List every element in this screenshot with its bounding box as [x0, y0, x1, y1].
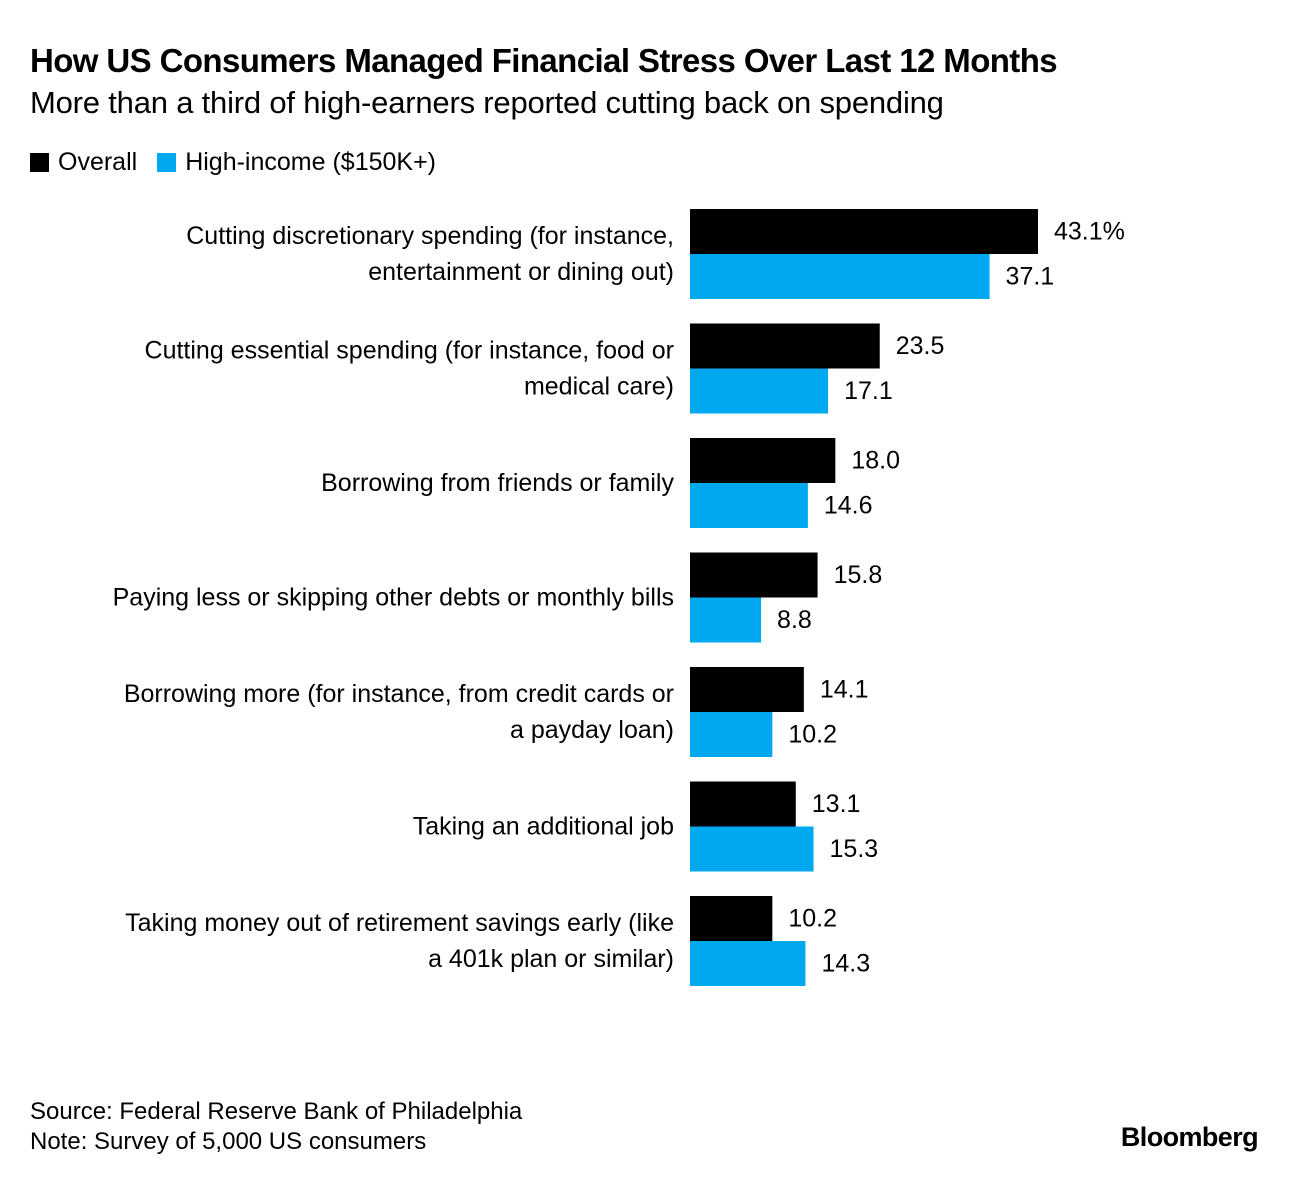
bar-overall-7	[690, 896, 773, 941]
value-label-high-income-6: 15.3	[830, 835, 879, 863]
legend-swatch-high-income	[157, 153, 177, 172]
value-label-high-income-5: 10.2	[788, 721, 837, 749]
bar-overall-6	[690, 781, 796, 827]
legend-label-overall: Overall	[58, 148, 138, 176]
legend-item-overall: Overall	[30, 148, 137, 177]
value-label-overall-5: 14.1	[820, 676, 869, 704]
value-label-high-income-4: 8.8	[777, 606, 812, 634]
bar-high-income-7	[690, 941, 806, 986]
category-label-1-line-2: entertainment or dining out)	[368, 258, 674, 286]
legend-label-high-income: High-income ($150K+)	[185, 148, 437, 176]
value-label-high-income-2: 17.1	[844, 377, 893, 405]
survey-note: Note: Survey of 5,000 US consumers	[30, 1128, 427, 1155]
category-label-5-line-2: a payday loan)	[510, 716, 674, 744]
value-label-overall-2: 23.5	[896, 332, 945, 360]
value-label-high-income-3: 14.6	[824, 492, 873, 520]
category-label-3-line-1: Borrowing from friends or family	[321, 469, 674, 497]
bar-overall-5	[690, 667, 804, 712]
bar-high-income-4	[690, 597, 762, 643]
chart-subtitle: More than a third of high-earners report…	[30, 85, 944, 120]
category-label-1-line-1: Cutting discretionary spending (for inst…	[186, 222, 674, 250]
bar-overall-1	[690, 209, 1038, 254]
category-label-7-line-1: Taking money out of retirement savings e…	[125, 909, 674, 937]
legend-item-high-income: High-income ($150K+)	[157, 148, 436, 177]
chart-title: How US Consumers Managed Financial Stres…	[30, 42, 1058, 79]
bar-high-income-3	[690, 483, 808, 528]
category-label-5-line-1: Borrowing more (for instance, from credi…	[124, 680, 674, 708]
legend: Overall High-income ($150K+)	[30, 148, 456, 177]
value-label-high-income-1: 37.1	[1006, 263, 1055, 291]
source-note: Source: Federal Reserve Bank of Philadel…	[30, 1098, 523, 1125]
bar-high-income-6	[690, 826, 814, 872]
bar-high-income-5	[690, 712, 773, 757]
category-label-7-line-2: a 401k plan or similar)	[428, 945, 674, 973]
bar-high-income-2	[690, 368, 829, 414]
bloomberg-logo: Bloomberg	[1120, 1122, 1259, 1152]
category-label-2-line-2: medical care)	[524, 373, 674, 401]
bar-overall-3	[690, 438, 836, 483]
value-label-overall-3: 18.0	[851, 447, 900, 475]
category-label-6-line-1: Taking an additional job	[413, 813, 674, 841]
category-label-4-line-1: Paying less or skipping other debts or m…	[113, 584, 674, 612]
value-label-overall-1: 43.1%	[1054, 218, 1125, 246]
value-label-overall-6: 13.1	[812, 790, 861, 818]
category-label-2-line-1: Cutting essential spending (for instance…	[145, 337, 674, 365]
value-label-overall-7: 10.2	[788, 905, 837, 933]
legend-swatch-overall	[30, 153, 49, 172]
value-label-high-income-7: 14.3	[821, 950, 870, 978]
value-label-overall-4: 15.8	[834, 561, 883, 589]
bar-overall-2	[690, 323, 880, 369]
bar-overall-4	[690, 552, 818, 598]
bar-high-income-1	[690, 254, 990, 299]
